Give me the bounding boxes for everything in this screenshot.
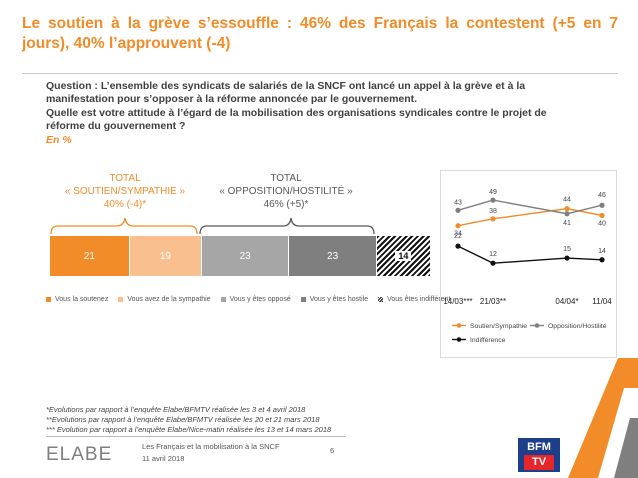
data-label: 38 [489,208,497,215]
data-label: 40 [598,220,606,227]
footer-date: 11 avril 2018 [142,454,185,463]
data-point [599,202,605,208]
legend-label: Indifférence [470,337,506,344]
legend-marker [456,323,462,328]
support-brace [50,217,198,235]
legend-label: Vous êtes indifférent [387,296,451,303]
data-label: 49 [489,189,497,196]
title-divider [22,73,618,74]
bar-legend: Vous la soutenez Vous avez de la sympathi… [46,296,450,303]
footer-subtitle: Les Français et la mobilisation à la SNC… [142,442,280,451]
legend-swatch [300,296,306,302]
legend-swatch [46,296,51,302]
bar-segment: 23 [289,236,376,276]
bar-value-label: 23 [239,250,251,262]
data-label: 22 [454,233,462,240]
legend-marker [534,323,540,328]
legend-item: Vous y êtes hostile [300,296,369,303]
total-support-line2: « SOUTIEN/SYMPATHIE » [64,186,186,197]
data-label: 46 [598,192,606,199]
data-point [490,216,496,222]
data-point [490,260,496,266]
series-line [457,245,603,264]
data-label: 43 [454,199,462,206]
total-braces [50,217,375,235]
legend-marker [456,337,462,342]
data-point [564,255,570,261]
data-label: 34 [454,231,462,238]
total-support-line3: 40% (-4)* [103,199,147,210]
page-number: 6 [330,446,335,455]
bfmtv-logo: BFM TV [518,438,560,472]
legend-label: Vous y êtes hostile [309,296,369,303]
legend-label: Soutien/Sympathie [470,323,527,330]
total-support: TOTAL « SOUTIEN/SYMPATHIE » 40% (-4)* [50,172,200,211]
stacked-bar: 21 19 23 23 14 [50,236,430,276]
data-point [490,197,496,203]
data-point [455,243,461,249]
x-tick-label: 11/04 [592,297,612,306]
total-oppose-line3: 46% (+5)* [263,199,309,210]
legend-item: Vous avez de la sympathie [118,296,211,303]
bar-segment: 21 [50,236,129,276]
data-label: 14 [598,248,606,255]
legend-item: Vous êtes indifférent [378,296,450,303]
footer-divider [46,436,346,437]
legend-swatch [378,296,384,302]
bar-segment: 14 [376,236,430,276]
page-title: Le soutien à la grève s’essouffle : 46% … [22,15,618,52]
oppose-brace [199,217,375,235]
x-tick-label: 21/03** [480,297,506,306]
data-point [599,212,605,219]
data-point [455,207,461,213]
footnote-1: *Evolutions par rapport à l’enquête Elab… [46,405,306,414]
data-point [455,223,461,229]
data-label: 12 [489,251,497,258]
question-text: Quelle est votre attitude à l’égard de l… [46,107,547,132]
legend-label: Vous la soutenez [55,296,109,303]
x-tick-label: 14/03*** [443,297,472,306]
x-tick-label: 04/04* [555,297,578,306]
series-line [457,207,603,227]
bar-value-label: 23 [327,250,339,262]
series-line [457,199,603,215]
total-support-line1: TOTAL [109,173,141,184]
data-point [564,206,570,212]
trend-chart: 34 38 44 40 43 49 41 46 22 12 15 14 14/03*** 21/03** 0… [443,189,612,344]
bar-value-label: 14 [395,251,412,261]
legend-label: Vous avez de la sympathie [127,296,211,303]
data-point [599,257,605,263]
question-context: Question : L’ensemble des syndicats de s… [46,80,526,105]
data-label: 44 [563,197,571,204]
trend-panel [440,170,617,358]
total-oppose: TOTAL « OPPOSITION/HOSTILITÉ » 46% (+5)* [196,172,376,211]
legend-item: Vous y êtes opposé [220,296,291,303]
total-oppose-line1: TOTAL [270,173,302,184]
bar-segment: 23 [202,236,289,276]
unit-label: En % [46,134,72,146]
legend-item: Vous la soutenez [46,296,108,303]
bar-segment: 19 [129,236,201,276]
total-oppose-line2: « OPPOSITION/HOSTILITÉ » [219,186,353,197]
bar-value-label: 21 [83,250,95,262]
data-point [564,211,570,217]
footnote-2: **Evolutions par rapport à l’enquête Ela… [46,415,320,424]
legend-label: Opposition/Hostilité [548,323,607,330]
legend-swatch [220,296,226,302]
elabe-logo: ELABE [46,444,113,465]
data-label: 15 [563,246,571,253]
legend-label: Vous y êtes opposé [229,296,291,303]
decorative-a-logo [568,358,638,478]
bar-value-label: 19 [159,250,171,262]
data-label: 41 [563,220,571,227]
legend-swatch [118,296,124,302]
footnote-3: *** Evolution par rapport à l’enquête El… [46,425,332,434]
